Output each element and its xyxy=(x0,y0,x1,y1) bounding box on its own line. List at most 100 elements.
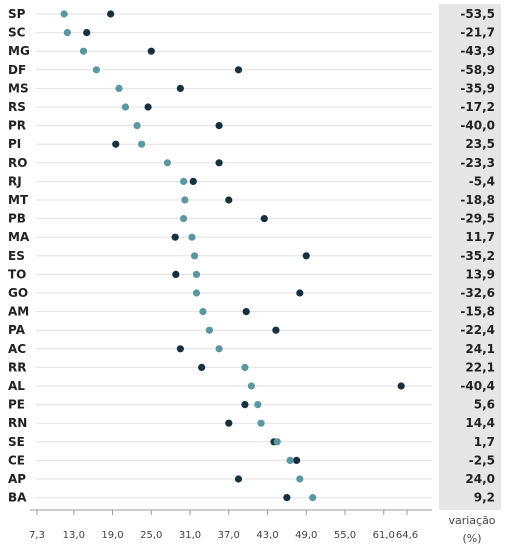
dot-light-ba xyxy=(309,494,317,502)
dot-dark-rj xyxy=(189,177,197,185)
dot-light-rn xyxy=(257,419,265,427)
variation-value-al: -40,4 xyxy=(460,379,495,393)
x-axis: 7,3 13,0 19,0 25,0 31,0 37,0 43,0 49,0 55,0 61,0 6… xyxy=(29,509,432,541)
x-tick-label-3: 25,0 xyxy=(140,530,162,541)
variation-value-pb: -29,5 xyxy=(460,212,495,226)
x-tick-label-1: 13,0 xyxy=(63,530,85,541)
state-label-ce: CE xyxy=(8,453,25,467)
dot-light-am xyxy=(199,308,207,316)
variation-header-line2: (%) xyxy=(462,532,481,545)
variation-value-rj: -5,4 xyxy=(469,174,495,188)
state-label-rj: RJ xyxy=(8,174,22,188)
variation-value-ba: 9,2 xyxy=(474,491,495,505)
variation-value-rn: 14,4 xyxy=(465,416,495,430)
dot-dark-pi xyxy=(112,140,120,148)
x-tick-label-4: 31,0 xyxy=(179,530,201,541)
x-tick-label-10: 64,6 xyxy=(396,530,418,541)
dot-dark-mt xyxy=(225,196,233,204)
dot-dark-sp xyxy=(107,10,115,18)
dot-light-rj xyxy=(179,177,188,185)
dot-light-se xyxy=(273,438,281,446)
state-label-pe: PE xyxy=(8,398,25,412)
variation-value-df: -58,9 xyxy=(460,63,495,77)
dot-light-ma xyxy=(188,233,196,241)
variation-value-es: -35,2 xyxy=(460,249,495,263)
dot-dark-ma xyxy=(171,233,179,241)
dot-dark-al xyxy=(397,382,405,390)
dot-dark-ce xyxy=(292,456,301,464)
x-tick-label-0: 7,3 xyxy=(29,530,45,541)
dot-light-al xyxy=(247,382,255,390)
state-label-pr: PR xyxy=(8,119,26,133)
x-tick-label-6: 43,0 xyxy=(256,530,278,541)
variation-value-am: -15,8 xyxy=(460,305,495,319)
state-label-mg: MG xyxy=(8,44,30,58)
dot-dark-ro xyxy=(215,159,223,167)
state-label-es: ES xyxy=(8,249,25,263)
dot-dark-rn xyxy=(225,419,233,427)
state-label-go: GO xyxy=(8,286,28,300)
dot-dark-rs xyxy=(144,103,152,111)
dot-light-es xyxy=(190,252,199,260)
x-tick-label-8: 55,0 xyxy=(334,530,356,541)
variation-value-pa: -22,4 xyxy=(460,323,495,337)
variation-value-ma: 11,7 xyxy=(465,230,495,244)
state-label-ma: MA xyxy=(8,230,30,244)
state-label-se: SE xyxy=(8,435,25,449)
dot-dark-ba xyxy=(283,494,291,502)
variation-value-pi: 23,5 xyxy=(465,137,495,151)
dot-light-rr xyxy=(241,363,249,371)
x-tick-label-2: 19,0 xyxy=(101,530,123,541)
dot-light-pe xyxy=(254,401,262,409)
variation-value-ro: -23,3 xyxy=(460,156,495,170)
dot-dark-ac xyxy=(176,345,184,353)
dot-dark-am xyxy=(242,308,250,316)
dot-dark-es xyxy=(302,252,310,260)
variation-header-line1: variação xyxy=(448,514,495,527)
dot-dark-pa xyxy=(272,326,280,334)
variation-value-sc: -21,7 xyxy=(460,26,495,40)
dot-dark-rr xyxy=(198,363,206,371)
state-label-ms: MS xyxy=(8,81,29,95)
variation-column-background xyxy=(439,4,501,510)
dot-dark-ms xyxy=(176,84,184,92)
state-label-sc: SC xyxy=(8,26,26,40)
state-label-pi: PI xyxy=(8,137,21,151)
state-label-pb: PB xyxy=(8,212,26,226)
variation-value-mt: -18,8 xyxy=(460,193,495,207)
variation-value-ap: 24,0 xyxy=(465,472,495,486)
dot-light-ms xyxy=(115,84,123,92)
variation-value-ms: -35,9 xyxy=(460,81,495,95)
state-label-rn: RN xyxy=(8,416,27,430)
rows-layer: SP -53,5 SC -21,7 MG -43,9 DF -58,9 MS -35,9 RS -17… xyxy=(8,7,495,505)
state-label-sp: SP xyxy=(8,7,26,21)
state-label-ro: RO xyxy=(8,156,27,170)
dot-light-ac xyxy=(215,345,223,353)
variation-value-rr: 22,1 xyxy=(465,360,495,374)
dot-light-pb xyxy=(179,215,188,223)
dot-light-to xyxy=(192,270,201,278)
dot-light-sp xyxy=(60,10,68,18)
grid-layer xyxy=(36,13,432,499)
state-label-am: AM xyxy=(8,305,29,319)
dot-light-pa xyxy=(205,326,214,334)
variation-value-se: 1,7 xyxy=(474,435,495,449)
variation-value-sp: -53,5 xyxy=(460,7,495,21)
dot-light-mt xyxy=(181,196,189,204)
dot-dark-go xyxy=(296,289,304,297)
variation-value-rs: -17,2 xyxy=(460,100,495,114)
dot-light-ap xyxy=(296,475,304,483)
state-label-df: DF xyxy=(8,63,26,77)
variation-value-pr: -40,0 xyxy=(460,119,495,133)
variation-value-ce: -2,5 xyxy=(469,453,495,467)
variation-value-ac: 24,1 xyxy=(465,342,495,356)
x-tick-label-9: 61,0 xyxy=(373,530,395,541)
state-label-to: TO xyxy=(8,267,26,281)
x-tick-label-5: 37,0 xyxy=(218,530,240,541)
variation-value-go: -32,6 xyxy=(460,286,495,300)
dot-light-sc xyxy=(63,28,71,37)
variation-value-pe: 5,6 xyxy=(474,398,495,412)
variation-value-to: 13,9 xyxy=(465,267,495,281)
state-label-rr: RR xyxy=(8,360,26,374)
